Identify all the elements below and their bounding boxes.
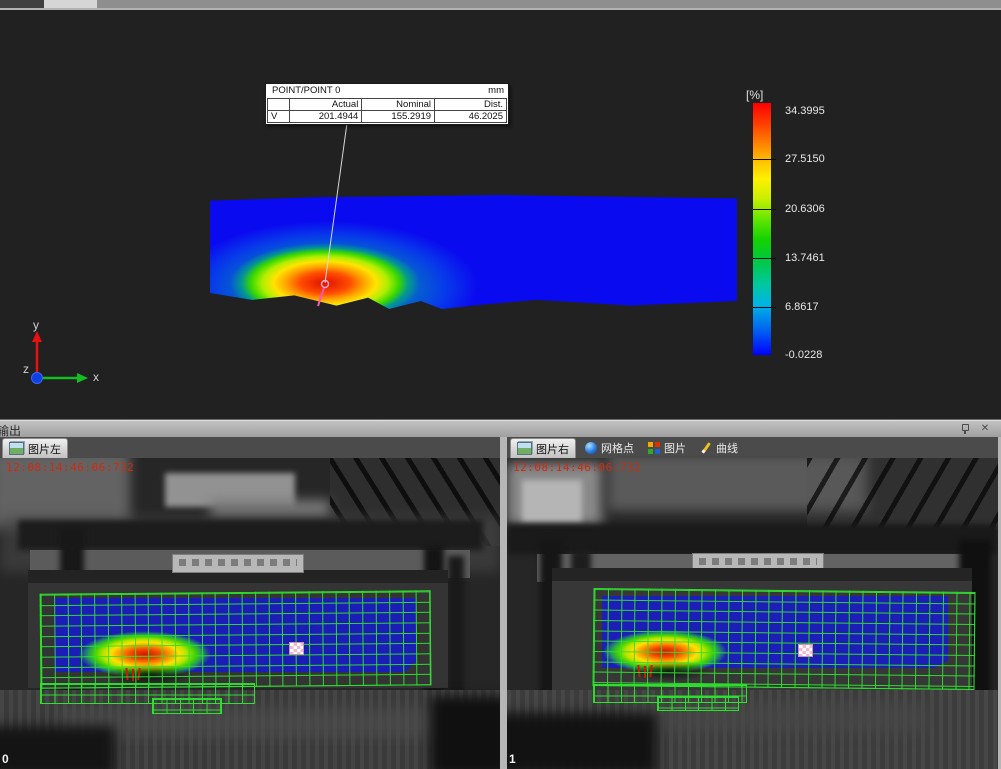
annotation-unit: mm (488, 85, 504, 96)
facet-grid-overlay (592, 588, 976, 690)
photo-beam-flange (552, 568, 972, 581)
facet-grid-overlay (39, 590, 432, 689)
photo-crossbeam (507, 524, 998, 554)
annotation-nominal-value: 155.2919 (361, 110, 436, 123)
photo-skylight (522, 480, 582, 522)
curve-pen-icon (700, 441, 712, 454)
toolbar-curve-label: 曲线 (716, 442, 738, 455)
tab-picture-right-label: 图片右 (536, 443, 569, 456)
tab-picture-right[interactable]: 图片右 (510, 438, 576, 458)
output-dock-header[interactable]: 输出 ✕ (0, 419, 1001, 438)
legend-tick-label: 20.6306 (785, 203, 825, 215)
grid-point-sphere-icon (585, 441, 597, 454)
image-icon (9, 442, 24, 455)
photo-roof-truss (807, 458, 998, 530)
frame-timestamp: 12:08:14:46:06:732 (513, 461, 642, 474)
photo-rubble (60, 708, 440, 738)
camera-index-label: 0 (2, 752, 9, 766)
legend-tick-label: 27.5150 (785, 153, 825, 165)
legend-tick (771, 307, 776, 308)
axis-label-z: z (23, 362, 29, 376)
camera-view-left[interactable]: 12:08:14:46:06:732 0 (0, 458, 500, 769)
window-tab-inactive[interactable] (0, 0, 44, 8)
legend-tick-label: 6.8617 (785, 301, 819, 313)
right-view-tab-bar: 图片右 网格点 图片 曲线 (507, 437, 1001, 458)
annotation-dist-value: 46.2025 (434, 110, 507, 123)
viewport-3d[interactable] (0, 10, 1001, 419)
panel-splitter[interactable] (500, 437, 507, 769)
axis-label-y: y (33, 318, 39, 332)
right-edge-strip (998, 437, 1001, 769)
camera-index-label: 1 (509, 752, 516, 766)
reference-point-marker (289, 642, 304, 655)
legend-separator (753, 307, 771, 308)
window-tab-active[interactable] (44, 0, 97, 8)
toolbar-curve[interactable]: 曲线 (700, 440, 738, 456)
legend-separator (753, 209, 771, 210)
toolbar-picture[interactable]: 图片 (648, 440, 686, 456)
legend-tick (771, 209, 776, 210)
legend-tick-label: 13.7461 (785, 252, 825, 264)
strain-field-surface[interactable] (210, 195, 737, 309)
photo-crossbeam (18, 520, 483, 550)
photo-skylight (210, 500, 330, 518)
legend-color-bar[interactable] (753, 103, 776, 355)
photo-sign-board (172, 554, 304, 573)
image-tiles-icon (648, 441, 660, 454)
tab-picture-left-label: 图片左 (28, 443, 61, 456)
annotation-title: POINT/POINT 0 (272, 85, 341, 96)
photo-shadow (430, 696, 500, 769)
facet-grid-overlay (40, 683, 255, 704)
legend-separator (753, 258, 771, 259)
window-tab-strip (0, 0, 1001, 10)
legend-tick (771, 258, 776, 259)
measurement-annotation-box[interactable]: POINT/POINT 0 mm Actual Nominal Dist. V … (265, 83, 509, 125)
camera-view-right[interactable]: 12:08:14:46:06:732 1 (507, 458, 998, 769)
legend-tick (771, 159, 776, 160)
annotation-table: Actual Nominal Dist. V 201.4944 155.2919… (267, 98, 507, 123)
left-view-tab-bar: 图片左 (0, 437, 500, 458)
facet-grid-overlay (657, 696, 739, 711)
close-icon[interactable]: ✕ (980, 423, 990, 434)
facet-grid-overlay (152, 698, 222, 714)
photo-shadow (507, 713, 657, 769)
tab-picture-left[interactable]: 图片左 (2, 438, 68, 458)
axis-label-x: x (93, 370, 99, 384)
photo-beam-flange (28, 570, 448, 583)
image-icon (517, 442, 532, 455)
toolbar-grid-points[interactable]: 网格点 (585, 440, 634, 456)
toolbar-picture-label: 图片 (664, 442, 686, 455)
toolbar-grid-points-label: 网格点 (601, 442, 634, 455)
annotation-corner-cell (267, 98, 290, 111)
frame-timestamp: 12:08:14:46:06:732 (6, 461, 135, 474)
output-dock-title: 输出 (0, 424, 22, 438)
legend-unit-label: [%] (746, 88, 764, 102)
legend-tick-label: 34.3995 (785, 105, 825, 117)
annotation-col-actual: Actual (288, 98, 363, 111)
annotation-row-label: V (267, 110, 290, 123)
photo-shadow (0, 726, 115, 769)
pin-icon[interactable] (958, 423, 972, 435)
annotation-actual-value: 201.4944 (288, 110, 363, 123)
reference-point-marker (798, 644, 813, 657)
legend-separator (753, 159, 771, 160)
annotation-col-dist: Dist. (434, 98, 507, 111)
legend-tick-label: -0.0228 (785, 349, 823, 361)
annotation-col-nominal: Nominal (361, 98, 436, 111)
